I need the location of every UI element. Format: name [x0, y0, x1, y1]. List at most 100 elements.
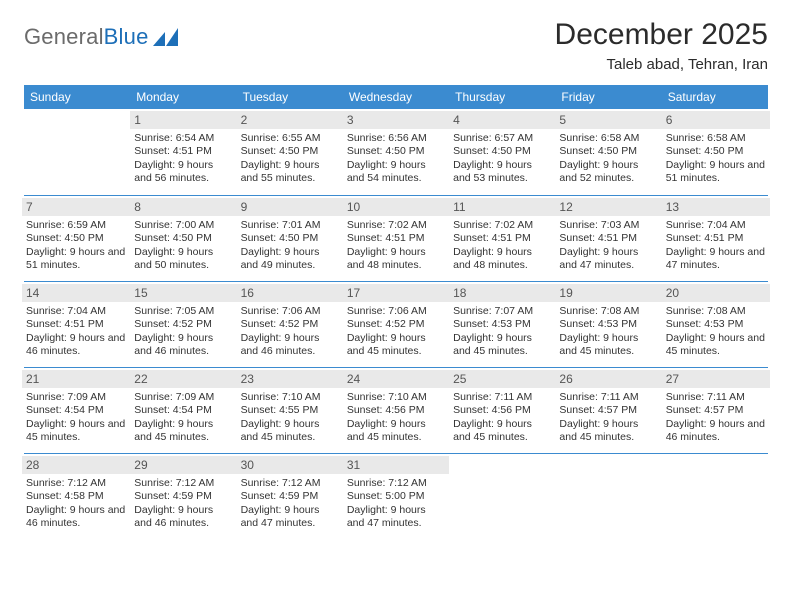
daylight-text: Daylight: 9 hours and 55 minutes. [241, 159, 339, 186]
calendar-cell-inner: 27Sunrise: 7:11 AMSunset: 4:57 PMDayligh… [662, 367, 768, 453]
sunset-text: Sunset: 5:00 PM [347, 490, 445, 503]
day-number: 23 [237, 370, 343, 388]
day-number: 1 [130, 111, 236, 129]
calendar-cell-inner: 30Sunrise: 7:12 AMSunset: 4:59 PMDayligh… [237, 453, 343, 539]
sunrise-text: Sunrise: 7:01 AM [241, 219, 339, 232]
calendar-cell-inner: 23Sunrise: 7:10 AMSunset: 4:55 PMDayligh… [237, 367, 343, 453]
daylight-text: Daylight: 9 hours and 46 minutes. [666, 418, 766, 445]
calendar-cell: 30Sunrise: 7:12 AMSunset: 4:59 PMDayligh… [237, 453, 343, 539]
sunset-text: Sunset: 4:56 PM [453, 404, 551, 417]
day-number: 18 [449, 284, 555, 302]
calendar-cell-inner: 17Sunrise: 7:06 AMSunset: 4:52 PMDayligh… [343, 281, 449, 367]
calendar-cell-inner: 16Sunrise: 7:06 AMSunset: 4:52 PMDayligh… [237, 281, 343, 367]
daylight-text: Daylight: 9 hours and 45 minutes. [666, 332, 766, 359]
weekday-header: Monday [130, 85, 236, 109]
calendar-cell: 1Sunrise: 6:54 AMSunset: 4:51 PMDaylight… [130, 109, 236, 195]
day-number: 16 [237, 284, 343, 302]
calendar-cell-inner: 8Sunrise: 7:00 AMSunset: 4:50 PMDaylight… [130, 195, 236, 281]
weekday-header: Tuesday [237, 85, 343, 109]
sunset-text: Sunset: 4:53 PM [453, 318, 551, 331]
day-number: 5 [555, 111, 661, 129]
sunset-text: Sunset: 4:51 PM [666, 232, 766, 245]
daylight-text: Daylight: 9 hours and 45 minutes. [559, 332, 657, 359]
sunset-text: Sunset: 4:57 PM [666, 404, 766, 417]
calendar-cell-inner: 1Sunrise: 6:54 AMSunset: 4:51 PMDaylight… [130, 109, 236, 195]
calendar-cell: 23Sunrise: 7:10 AMSunset: 4:55 PMDayligh… [237, 367, 343, 453]
calendar-cell-inner: 18Sunrise: 7:07 AMSunset: 4:53 PMDayligh… [449, 281, 555, 367]
sunset-text: Sunset: 4:51 PM [453, 232, 551, 245]
daylight-text: Daylight: 9 hours and 51 minutes. [666, 159, 766, 186]
calendar-cell: 21Sunrise: 7:09 AMSunset: 4:54 PMDayligh… [24, 367, 130, 453]
sunrise-text: Sunrise: 7:07 AM [453, 305, 551, 318]
sunrise-text: Sunrise: 7:02 AM [453, 219, 551, 232]
daylight-text: Daylight: 9 hours and 46 minutes. [26, 504, 126, 531]
brand-mark-icon [153, 28, 179, 46]
day-number: 31 [343, 456, 449, 474]
day-number: 10 [343, 198, 449, 216]
sunrise-text: Sunrise: 7:00 AM [134, 219, 232, 232]
day-number: 29 [130, 456, 236, 474]
calendar-week-row: 21Sunrise: 7:09 AMSunset: 4:54 PMDayligh… [24, 367, 768, 453]
calendar-cell: 31Sunrise: 7:12 AMSunset: 5:00 PMDayligh… [343, 453, 449, 539]
calendar-cell-inner: 11Sunrise: 7:02 AMSunset: 4:51 PMDayligh… [449, 195, 555, 281]
sunrise-text: Sunrise: 6:58 AM [559, 132, 657, 145]
day-number: 4 [449, 111, 555, 129]
day-number [555, 456, 661, 460]
sunrise-text: Sunrise: 6:54 AM [134, 132, 232, 145]
sunrise-text: Sunrise: 7:09 AM [26, 391, 126, 404]
calendar-cell-inner: 22Sunrise: 7:09 AMSunset: 4:54 PMDayligh… [130, 367, 236, 453]
calendar-cell-inner: 31Sunrise: 7:12 AMSunset: 5:00 PMDayligh… [343, 453, 449, 539]
daylight-text: Daylight: 9 hours and 45 minutes. [559, 418, 657, 445]
day-number: 27 [662, 370, 770, 388]
day-number: 19 [555, 284, 661, 302]
day-number: 2 [237, 111, 343, 129]
sunrise-text: Sunrise: 7:05 AM [134, 305, 232, 318]
sunrise-text: Sunrise: 6:56 AM [347, 132, 445, 145]
sunset-text: Sunset: 4:50 PM [26, 232, 126, 245]
day-number [662, 456, 770, 460]
sunrise-text: Sunrise: 6:55 AM [241, 132, 339, 145]
day-number: 12 [555, 198, 661, 216]
sunset-text: Sunset: 4:52 PM [347, 318, 445, 331]
calendar-cell: 24Sunrise: 7:10 AMSunset: 4:56 PMDayligh… [343, 367, 449, 453]
sunset-text: Sunset: 4:55 PM [241, 404, 339, 417]
weekday-header-row: Sunday Monday Tuesday Wednesday Thursday… [24, 85, 768, 109]
calendar-cell: 22Sunrise: 7:09 AMSunset: 4:54 PMDayligh… [130, 367, 236, 453]
calendar-cell: 17Sunrise: 7:06 AMSunset: 4:52 PMDayligh… [343, 281, 449, 367]
daylight-text: Daylight: 9 hours and 48 minutes. [347, 246, 445, 273]
day-number: 6 [662, 111, 770, 129]
day-number: 3 [343, 111, 449, 129]
daylight-text: Daylight: 9 hours and 46 minutes. [134, 332, 232, 359]
calendar-cell-inner [24, 109, 130, 195]
sunset-text: Sunset: 4:59 PM [241, 490, 339, 503]
calendar-cell: 12Sunrise: 7:03 AMSunset: 4:51 PMDayligh… [555, 195, 661, 281]
sunset-text: Sunset: 4:53 PM [559, 318, 657, 331]
daylight-text: Daylight: 9 hours and 52 minutes. [559, 159, 657, 186]
calendar-cell-inner: 2 Sunrise: 6:55 AMSunset: 4:50 PMDaylight… [237, 109, 343, 195]
calendar-cell-inner: 6Sunrise: 6:58 AMSunset: 4:50 PMDaylight… [662, 109, 768, 195]
sunrise-text: Sunrise: 7:09 AM [134, 391, 232, 404]
sunset-text: Sunset: 4:52 PM [241, 318, 339, 331]
sunrise-text: Sunrise: 7:06 AM [347, 305, 445, 318]
calendar-table: Sunday Monday Tuesday Wednesday Thursday… [24, 85, 768, 539]
brand-logo: GeneralBlue [24, 18, 179, 50]
daylight-text: Daylight: 9 hours and 47 minutes. [559, 246, 657, 273]
brand-text: GeneralBlue [24, 24, 149, 50]
calendar-cell: 28Sunrise: 7:12 AMSunset: 4:58 PMDayligh… [24, 453, 130, 539]
sunrise-text: Sunrise: 7:02 AM [347, 219, 445, 232]
calendar-cell-inner: 10Sunrise: 7:02 AMSunset: 4:51 PMDayligh… [343, 195, 449, 281]
page-header: GeneralBlue December 2025 Taleb abad, Te… [24, 18, 768, 73]
page-subtitle: Taleb abad, Tehran, Iran [555, 56, 768, 73]
day-number: 22 [130, 370, 236, 388]
calendar-cell: 6Sunrise: 6:58 AMSunset: 4:50 PMDaylight… [662, 109, 768, 195]
calendar-cell: 4Sunrise: 6:57 AMSunset: 4:50 PMDaylight… [449, 109, 555, 195]
day-number: 11 [449, 198, 555, 216]
day-number: 7 [22, 198, 130, 216]
weekday-header: Wednesday [343, 85, 449, 109]
calendar-cell: 15Sunrise: 7:05 AMSunset: 4:52 PMDayligh… [130, 281, 236, 367]
weekday-header: Sunday [24, 85, 130, 109]
calendar-cell: 2 Sunrise: 6:55 AMSunset: 4:50 PMDaylight… [237, 109, 343, 195]
sunset-text: Sunset: 4:50 PM [241, 145, 339, 158]
sunset-text: Sunset: 4:51 PM [134, 145, 232, 158]
calendar-cell: 27Sunrise: 7:11 AMSunset: 4:57 PMDayligh… [662, 367, 768, 453]
